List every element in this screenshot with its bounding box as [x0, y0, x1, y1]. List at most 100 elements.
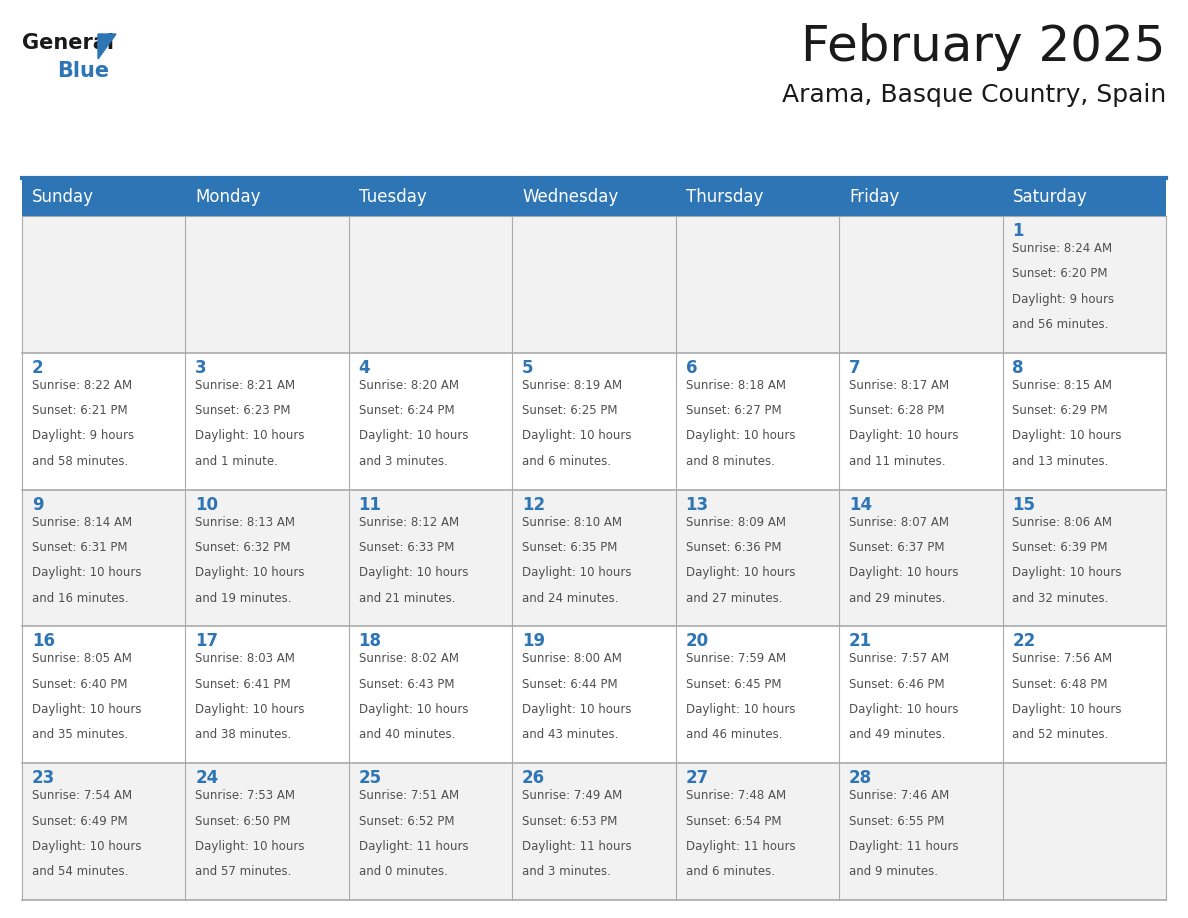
Text: and 43 minutes.: and 43 minutes. — [522, 728, 619, 742]
Bar — [839, 178, 1003, 216]
Text: and 6 minutes.: and 6 minutes. — [685, 865, 775, 879]
Bar — [1003, 178, 1165, 216]
Text: Sunset: 6:35 PM: Sunset: 6:35 PM — [522, 541, 618, 554]
Text: and 56 minutes.: and 56 minutes. — [1012, 318, 1108, 330]
Text: 16: 16 — [32, 633, 55, 650]
Text: 17: 17 — [195, 633, 219, 650]
Text: Sunset: 6:25 PM: Sunset: 6:25 PM — [522, 404, 618, 417]
Text: and 1 minute.: and 1 minute. — [195, 454, 278, 468]
Text: Sunrise: 7:51 AM: Sunrise: 7:51 AM — [359, 789, 459, 802]
Text: and 57 minutes.: and 57 minutes. — [195, 865, 291, 879]
Text: Sunrise: 8:00 AM: Sunrise: 8:00 AM — [522, 653, 623, 666]
Bar — [349, 353, 512, 489]
Text: Daylight: 10 hours: Daylight: 10 hours — [1012, 430, 1121, 442]
Text: Sunrise: 8:17 AM: Sunrise: 8:17 AM — [849, 379, 949, 392]
Text: Sunset: 6:21 PM: Sunset: 6:21 PM — [32, 404, 127, 417]
Text: Sunrise: 7:53 AM: Sunrise: 7:53 AM — [195, 789, 296, 802]
Text: Sunset: 6:53 PM: Sunset: 6:53 PM — [522, 814, 618, 827]
Bar — [185, 489, 349, 626]
Text: Monday: Monday — [195, 188, 260, 206]
Text: Sunrise: 8:12 AM: Sunrise: 8:12 AM — [359, 516, 459, 529]
Text: and 49 minutes.: and 49 minutes. — [849, 728, 946, 742]
Text: Sunset: 6:37 PM: Sunset: 6:37 PM — [849, 541, 944, 554]
Text: Daylight: 10 hours: Daylight: 10 hours — [195, 703, 305, 716]
Text: and 21 minutes.: and 21 minutes. — [359, 591, 455, 605]
Text: Sunrise: 7:57 AM: Sunrise: 7:57 AM — [849, 653, 949, 666]
Text: Friday: Friday — [849, 188, 899, 206]
Bar — [23, 763, 185, 900]
Bar — [23, 489, 185, 626]
Text: 28: 28 — [849, 769, 872, 788]
Text: 20: 20 — [685, 633, 709, 650]
Text: Sunset: 6:23 PM: Sunset: 6:23 PM — [195, 404, 291, 417]
Text: Daylight: 10 hours: Daylight: 10 hours — [1012, 566, 1121, 579]
Text: Daylight: 9 hours: Daylight: 9 hours — [1012, 293, 1114, 306]
Text: Sunset: 6:40 PM: Sunset: 6:40 PM — [32, 677, 127, 690]
Bar — [185, 178, 349, 216]
Bar — [1003, 763, 1165, 900]
Bar — [839, 353, 1003, 489]
Text: Daylight: 10 hours: Daylight: 10 hours — [359, 566, 468, 579]
Bar — [676, 216, 839, 353]
Text: and 8 minutes.: and 8 minutes. — [685, 454, 775, 468]
Text: 14: 14 — [849, 496, 872, 513]
Text: Sunrise: 8:06 AM: Sunrise: 8:06 AM — [1012, 516, 1112, 529]
Text: Daylight: 10 hours: Daylight: 10 hours — [849, 566, 959, 579]
Text: Sunday: Sunday — [32, 188, 94, 206]
Text: Daylight: 10 hours: Daylight: 10 hours — [1012, 703, 1121, 716]
Text: Sunset: 6:41 PM: Sunset: 6:41 PM — [195, 677, 291, 690]
Text: Sunrise: 8:20 AM: Sunrise: 8:20 AM — [359, 379, 459, 392]
Text: 12: 12 — [522, 496, 545, 513]
Text: Daylight: 10 hours: Daylight: 10 hours — [522, 703, 632, 716]
Text: Daylight: 9 hours: Daylight: 9 hours — [32, 430, 134, 442]
Text: 21: 21 — [849, 633, 872, 650]
Text: and 11 minutes.: and 11 minutes. — [849, 454, 946, 468]
Bar — [185, 353, 349, 489]
Text: Daylight: 10 hours: Daylight: 10 hours — [32, 566, 141, 579]
Text: Daylight: 10 hours: Daylight: 10 hours — [685, 703, 795, 716]
Bar — [512, 626, 676, 763]
Text: and 54 minutes.: and 54 minutes. — [32, 865, 128, 879]
Text: and 38 minutes.: and 38 minutes. — [195, 728, 291, 742]
Text: Sunrise: 8:10 AM: Sunrise: 8:10 AM — [522, 516, 623, 529]
Text: Daylight: 10 hours: Daylight: 10 hours — [32, 703, 141, 716]
Bar — [1003, 489, 1165, 626]
Text: 24: 24 — [195, 769, 219, 788]
Text: Sunset: 6:48 PM: Sunset: 6:48 PM — [1012, 677, 1108, 690]
Text: Blue: Blue — [57, 61, 109, 81]
Text: 23: 23 — [32, 769, 55, 788]
Text: 8: 8 — [1012, 359, 1024, 376]
Text: and 13 minutes.: and 13 minutes. — [1012, 454, 1108, 468]
Text: and 40 minutes.: and 40 minutes. — [359, 728, 455, 742]
Text: Daylight: 11 hours: Daylight: 11 hours — [685, 840, 795, 853]
Bar — [1003, 216, 1165, 353]
Bar — [676, 489, 839, 626]
Text: Daylight: 10 hours: Daylight: 10 hours — [32, 840, 141, 853]
Text: Sunset: 6:54 PM: Sunset: 6:54 PM — [685, 814, 781, 827]
Text: Sunrise: 7:56 AM: Sunrise: 7:56 AM — [1012, 653, 1112, 666]
Text: Wednesday: Wednesday — [522, 188, 618, 206]
Text: Daylight: 11 hours: Daylight: 11 hours — [522, 840, 632, 853]
Text: Sunrise: 8:18 AM: Sunrise: 8:18 AM — [685, 379, 785, 392]
Text: and 3 minutes.: and 3 minutes. — [359, 454, 448, 468]
Text: 4: 4 — [359, 359, 371, 376]
Text: Sunrise: 8:24 AM: Sunrise: 8:24 AM — [1012, 242, 1112, 255]
Text: and 32 minutes.: and 32 minutes. — [1012, 591, 1108, 605]
Text: Sunset: 6:33 PM: Sunset: 6:33 PM — [359, 541, 454, 554]
Bar — [839, 216, 1003, 353]
Text: Sunrise: 8:05 AM: Sunrise: 8:05 AM — [32, 653, 132, 666]
Text: Sunrise: 8:15 AM: Sunrise: 8:15 AM — [1012, 379, 1112, 392]
Bar — [839, 763, 1003, 900]
Bar — [839, 489, 1003, 626]
Text: and 29 minutes.: and 29 minutes. — [849, 591, 946, 605]
Text: Daylight: 10 hours: Daylight: 10 hours — [685, 430, 795, 442]
Text: Sunset: 6:39 PM: Sunset: 6:39 PM — [1012, 541, 1108, 554]
Bar — [676, 178, 839, 216]
Bar — [185, 763, 349, 900]
Text: and 19 minutes.: and 19 minutes. — [195, 591, 292, 605]
Bar — [185, 626, 349, 763]
Bar — [185, 216, 349, 353]
Text: Daylight: 11 hours: Daylight: 11 hours — [849, 840, 959, 853]
Text: Sunset: 6:52 PM: Sunset: 6:52 PM — [359, 814, 454, 827]
Text: and 24 minutes.: and 24 minutes. — [522, 591, 619, 605]
